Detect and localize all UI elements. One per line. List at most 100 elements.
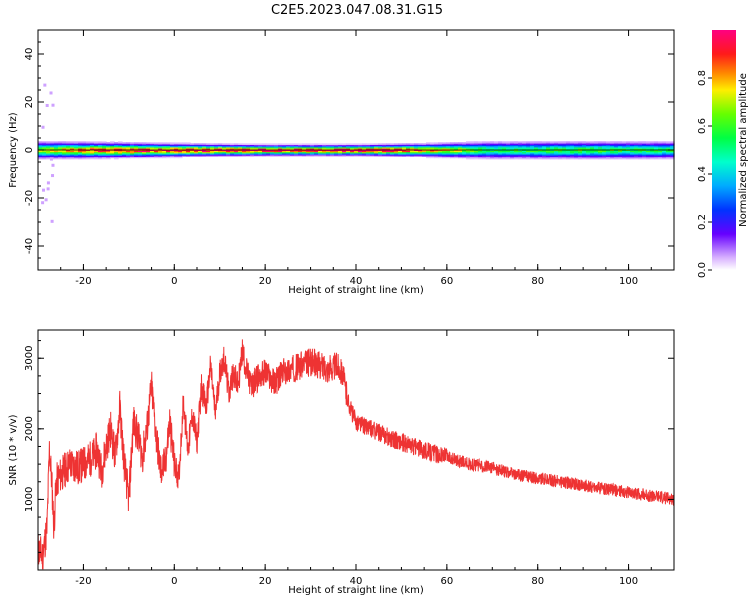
spectrogram-cell xyxy=(246,144,251,147)
spectrogram-cell xyxy=(362,154,367,156)
spectrogram-cell xyxy=(486,147,491,149)
spectrogram-cell xyxy=(550,143,555,145)
spectrogram-cell xyxy=(582,148,587,150)
spectrogram-cell xyxy=(118,153,123,155)
spectrogram-cell xyxy=(374,150,379,153)
spectrogram-cell xyxy=(434,151,439,154)
spectrogram-cell xyxy=(330,154,335,156)
spectrogram-cell xyxy=(78,153,83,155)
spectrogram-cell xyxy=(386,144,391,147)
spectrogram-cell xyxy=(166,142,171,144)
spectrogram-cell xyxy=(466,151,471,154)
spectrogram-cell xyxy=(454,143,459,145)
spectrogram-cell xyxy=(482,157,487,160)
spectrogram-cell xyxy=(618,151,623,154)
spectrogram-cell xyxy=(318,154,323,156)
spectrogram-cell xyxy=(638,142,643,144)
spectrogram-cell xyxy=(122,156,127,159)
spectrogram-cell xyxy=(210,145,215,148)
spectrogram-cell xyxy=(542,153,547,155)
spectrogram-cell xyxy=(558,157,563,160)
spectrogram-cell xyxy=(150,145,155,148)
spectrogram-cell xyxy=(278,150,283,153)
spectrogram-cell xyxy=(622,143,627,145)
spectrogram-cell xyxy=(170,150,175,153)
spectrogram-cell xyxy=(462,145,467,148)
spectrogram-cell xyxy=(206,143,211,145)
spectrogram-cell xyxy=(102,148,107,150)
spectrogram-cell xyxy=(94,144,99,147)
spectrogram-cell xyxy=(498,157,503,160)
spectrogram-cell xyxy=(306,150,311,153)
spectrogram-cell xyxy=(110,143,115,145)
spectrogram-cell xyxy=(606,150,611,153)
spectrogram-cell xyxy=(358,153,363,155)
spectrogram-cell xyxy=(94,150,99,153)
spectrogram-cell xyxy=(518,156,523,159)
spectrogram-cell xyxy=(598,145,603,148)
spectrogram-cell xyxy=(290,148,295,150)
spectrogram-cell xyxy=(494,141,499,143)
spectrogram-cell xyxy=(78,148,83,150)
spectrogram-cell xyxy=(326,155,331,157)
spectrogram-cell xyxy=(526,153,531,155)
spectrogram-cell xyxy=(422,145,427,148)
spectrogram-cell xyxy=(70,154,75,156)
spectrogram-cell xyxy=(362,148,367,150)
spectrogram-cell xyxy=(218,153,223,155)
spectrogram-cell xyxy=(574,155,579,157)
spectrogram-cell xyxy=(102,145,107,148)
spectrogram-cell xyxy=(130,144,135,147)
spectrogram-cell xyxy=(122,145,127,148)
spectrogram-cell xyxy=(222,148,227,150)
spectrogram-cell xyxy=(278,154,283,156)
spectrogram-cell xyxy=(98,151,103,154)
spectrogram-cell xyxy=(470,148,475,150)
spectrogram-cell xyxy=(302,148,307,150)
spectrogram-cell xyxy=(258,153,263,155)
spectrogram-cell xyxy=(666,148,671,150)
spectrogram-cell xyxy=(178,155,183,157)
spectrogram-cell xyxy=(378,144,383,147)
spectrogram-cell xyxy=(602,157,607,160)
spectrogram-cell xyxy=(434,154,439,156)
spectrogram-cell xyxy=(594,147,599,149)
spectrogram-cell xyxy=(158,156,163,159)
spectrogram-cell xyxy=(58,151,63,154)
spectrogram-cell xyxy=(218,144,223,147)
spectrogram-cell xyxy=(346,154,351,156)
spectrogram-cell xyxy=(110,151,115,154)
spectrogram-cell xyxy=(662,142,667,144)
spectrogram-cell xyxy=(630,147,635,149)
spectrogram-cell xyxy=(262,151,267,154)
spectrogram-cell xyxy=(50,155,55,157)
spectrogram-cell xyxy=(414,145,419,148)
spectrogram-cell xyxy=(630,141,635,143)
spectrogram-cell xyxy=(566,145,571,148)
spectrogram-cell xyxy=(606,147,611,149)
spectrogram-cell xyxy=(146,151,151,154)
spectrogram-cell xyxy=(134,148,139,150)
spectrogram-cell xyxy=(150,147,155,149)
spectrogram-cell xyxy=(614,148,619,150)
spectrogram-cell xyxy=(42,144,47,147)
spectrogram-cell xyxy=(286,150,291,153)
spectrogram-cell xyxy=(454,155,459,157)
spectrogram-cell xyxy=(542,143,547,145)
spectrogram-cell xyxy=(370,154,375,156)
colorbar-tick-label: 0.6 xyxy=(697,118,708,134)
spectrogram-cell xyxy=(278,155,283,157)
spectrogram-cell xyxy=(86,156,91,159)
spectrogram-cell xyxy=(526,156,531,159)
spectrogram-cell xyxy=(274,150,279,153)
spectrogram-cell xyxy=(126,156,131,159)
spectrogram-cell xyxy=(58,155,63,157)
spectrogram-cell xyxy=(190,151,195,154)
spectrogram-cell xyxy=(46,141,51,143)
spectrogram-cell xyxy=(430,147,435,149)
spectrogram-cell xyxy=(650,151,655,154)
spectrogram-cell xyxy=(126,154,131,156)
spectrogram-cell xyxy=(622,144,627,147)
spectrogram-cell xyxy=(282,151,287,154)
